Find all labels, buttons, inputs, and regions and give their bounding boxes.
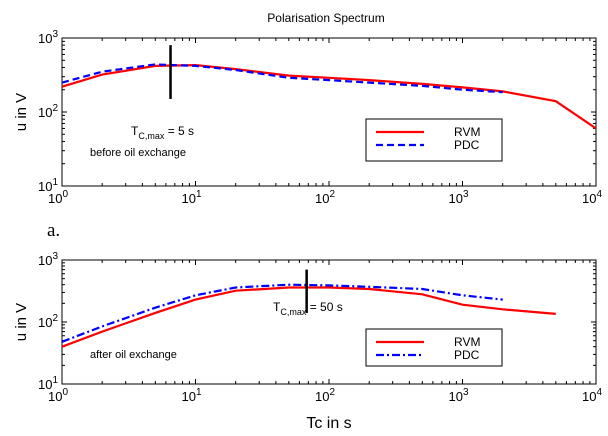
y-tick-label-exp: 2: [52, 313, 58, 324]
legend-label-pdc: PDC: [454, 348, 480, 362]
x-tick-label-base: 10: [582, 191, 596, 206]
x-tick-label: 101: [181, 387, 201, 404]
x-axis-label: Tc in s: [306, 415, 351, 432]
x-tick-label: 101: [181, 189, 201, 206]
x-tick-label: 100: [48, 189, 68, 206]
y-tick-label-base: 10: [38, 179, 52, 194]
tc-max-label: T: [131, 124, 139, 138]
series-line-pdc: [62, 63, 503, 94]
tc-max-annotation: TC,max = 5 s: [131, 124, 194, 141]
tc-max-value: = 5 s: [164, 124, 194, 138]
plot-frame: [61, 37, 597, 187]
x-tick-label-base: 10: [48, 389, 62, 404]
condition-annotation: after oil exchange: [90, 349, 177, 361]
x-tick-label: 102: [315, 387, 335, 404]
legend-box: [365, 118, 503, 162]
tc-max-value: = 50 s: [306, 300, 342, 314]
tc-max-subscript: C,max: [280, 307, 307, 317]
x-tick-label-base: 10: [315, 191, 329, 206]
x-tick-label-exp: 1: [196, 189, 202, 200]
y-tick-label: 103: [38, 251, 58, 268]
figure-title: Polarisation Spectrum: [267, 11, 384, 25]
x-tick-label-exp: 2: [329, 387, 335, 398]
y-tick-label-exp: 3: [52, 29, 58, 40]
y-tick-label: 102: [38, 103, 58, 120]
legend-label-rvm: RVM: [454, 335, 480, 349]
x-tick-label-exp: 0: [62, 387, 68, 398]
series-line-rvm: [62, 286, 556, 348]
x-tick-label: 104: [582, 387, 602, 404]
legend-box: [365, 328, 503, 367]
condition-annotation: before oil exchange: [90, 147, 186, 159]
tc-max-subscript: C,max: [138, 131, 165, 141]
x-tick-label-exp: 3: [463, 189, 469, 200]
panel-label-a: a.: [47, 220, 60, 241]
x-tick-label-exp: 4: [596, 189, 602, 200]
x-tick-label-base: 10: [582, 389, 596, 404]
y-axis-label: u in V: [13, 93, 30, 131]
x-tick-label: 103: [448, 387, 468, 404]
legend-label-rvm: RVM: [454, 125, 480, 139]
series-line-rvm: [62, 63, 596, 130]
y-tick-label-base: 10: [38, 105, 52, 120]
x-tick-label-base: 10: [181, 389, 195, 404]
series-line-pdc: [62, 283, 503, 343]
y-tick-label-base: 10: [38, 315, 52, 330]
y-tick-label-base: 10: [38, 253, 52, 268]
x-tick-label: 103: [448, 189, 468, 206]
x-tick-label-base: 10: [48, 191, 62, 206]
y-tick-label-base: 10: [38, 31, 52, 46]
x-tick-label-base: 10: [448, 191, 462, 206]
y-tick-label-exp: 1: [52, 375, 58, 386]
tc-max-label: T: [273, 300, 281, 314]
y-tick-label-exp: 2: [52, 103, 58, 114]
x-tick-label-base: 10: [315, 389, 329, 404]
y-tick-label-base: 10: [38, 377, 52, 392]
y-tick-label: 103: [38, 29, 58, 46]
x-tick-label-exp: 3: [463, 387, 469, 398]
y-tick-label: 101: [38, 375, 58, 392]
legend-label-pdc: PDC: [454, 138, 480, 152]
x-tick-label-base: 10: [448, 389, 462, 404]
x-tick-label-exp: 1: [196, 387, 202, 398]
tc-max-annotation: TC,max = 50 s: [273, 300, 343, 317]
x-tick-label: 102: [315, 189, 335, 206]
x-tick-label: 100: [48, 387, 68, 404]
x-tick-label-exp: 2: [329, 189, 335, 200]
y-tick-label: 101: [38, 177, 58, 194]
y-tick-label-exp: 1: [52, 177, 58, 188]
x-tick-label-base: 10: [181, 191, 195, 206]
y-axis-label: u in V: [13, 303, 30, 341]
x-tick-label: 104: [582, 189, 602, 206]
x-tick-label-exp: 0: [62, 189, 68, 200]
plot-frame: [61, 259, 597, 385]
y-tick-label: 102: [38, 313, 58, 330]
x-tick-label-exp: 4: [596, 387, 602, 398]
y-tick-label-exp: 3: [52, 251, 58, 262]
